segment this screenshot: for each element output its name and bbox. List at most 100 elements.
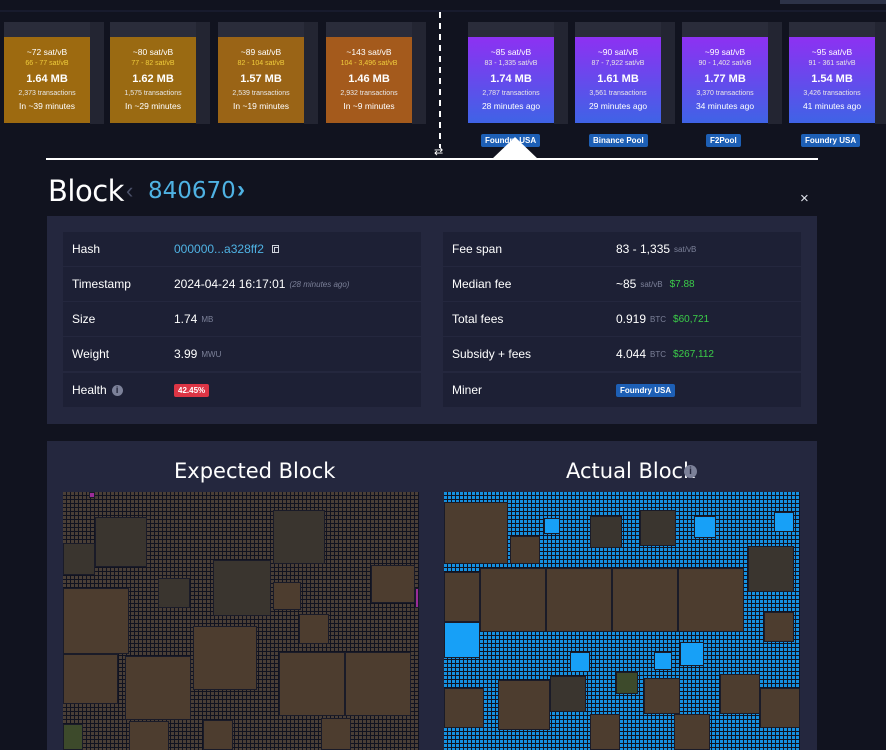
actual-block-treemap[interactable]	[444, 492, 800, 750]
tx-square[interactable]	[640, 510, 676, 546]
tx-square[interactable]	[203, 720, 233, 750]
mempool-block[interactable]: ~80 sat/vB 77 - 82 sat/vB 1.62 MB 1,575 …	[110, 22, 210, 126]
mempool-block[interactable]: ~143 sat/vB 104 - 3,496 sat/vB 1.46 MB 2…	[326, 22, 426, 126]
mined-block[interactable]: ~99 sat/vB 90 - 1,402 sat/vB 1.77 MB 3,3…	[682, 22, 782, 126]
tx-square[interactable]	[644, 678, 680, 714]
tx-square[interactable]	[444, 572, 480, 622]
tx-square[interactable]	[590, 714, 620, 750]
top-right-tab[interactable]	[780, 0, 886, 4]
tx-square[interactable]	[678, 568, 744, 632]
mined-block[interactable]: ~95 sat/vB 91 - 361 sat/vB 1.54 MB 3,426…	[789, 22, 886, 126]
block-median-fee: ~85 sat/vB	[490, 47, 532, 57]
tx-square[interactable]	[125, 656, 191, 720]
tx-square[interactable]	[616, 672, 638, 694]
expected-block-treemap[interactable]	[63, 492, 419, 750]
block-size: 1.54 MB	[811, 73, 853, 85]
copy-icon[interactable]	[271, 245, 279, 253]
total-fees-label: Total fees	[452, 312, 504, 326]
tx-square[interactable]	[674, 714, 710, 750]
next-block-arrow-icon[interactable]: ›	[237, 176, 245, 203]
tx-square[interactable]	[345, 652, 411, 716]
tx-square[interactable]	[498, 680, 550, 730]
tx-square[interactable]	[95, 517, 147, 567]
subsidy-fees-unit: BTC	[650, 349, 667, 359]
tx-square[interactable]	[444, 688, 484, 728]
tx-square[interactable]	[444, 502, 508, 564]
tx-square[interactable]	[694, 516, 716, 538]
block-tx-count: 3,561 transactions	[589, 90, 647, 97]
pool-tag[interactable]: F2Pool	[706, 134, 741, 147]
block-fee-span: 87 - 7,922 sat/vB	[591, 60, 645, 67]
total-fees-value: 0.919	[616, 312, 647, 326]
tx-square[interactable]	[371, 565, 415, 603]
miner-badge[interactable]: Foundry USA	[616, 383, 676, 397]
tx-square[interactable]	[321, 718, 351, 750]
block-tx-count: 1,575 transactions	[124, 90, 182, 97]
miner-label: Miner	[452, 383, 483, 397]
tx-square[interactable]	[415, 588, 419, 608]
info-icon[interactable]: i	[684, 465, 697, 478]
tx-square[interactable]	[544, 518, 560, 534]
block-median-fee: ~90 sat/vB	[597, 47, 639, 57]
subsidy-fees-usd: $267,112	[673, 348, 714, 360]
total-fees-usd: $60,721	[673, 313, 710, 325]
health-label: Health	[72, 383, 107, 397]
subsidy-fees-label: Subsidy + fees	[452, 347, 532, 361]
tx-square[interactable]	[510, 536, 540, 564]
tx-square[interactable]	[63, 543, 95, 575]
block-median-fee: ~89 sat/vB	[240, 47, 282, 57]
info-icon[interactable]: i	[111, 384, 123, 396]
pool-tag[interactable]: Binance Pool	[589, 134, 648, 147]
swap-icon[interactable]: ⇄	[434, 146, 444, 158]
close-icon[interactable]: ×	[800, 190, 809, 207]
tx-square[interactable]	[158, 578, 190, 608]
tx-square[interactable]	[680, 642, 704, 666]
top-border	[0, 10, 886, 12]
tx-square[interactable]	[764, 612, 794, 642]
block-hash-link[interactable]: 000000...a328ff2	[174, 242, 264, 256]
tx-square[interactable]	[546, 568, 612, 632]
timestamp-relative: (28 minutes ago)	[289, 279, 350, 289]
tx-square[interactable]	[480, 568, 546, 632]
tx-square[interactable]	[63, 588, 129, 654]
block-fee-span: 91 - 361 sat/vB	[808, 60, 856, 67]
tx-square[interactable]	[774, 512, 794, 532]
tx-square[interactable]	[213, 560, 271, 616]
tx-square[interactable]	[63, 724, 83, 750]
block-median-fee: ~95 sat/vB	[811, 47, 853, 57]
mined-block[interactable]: ~90 sat/vB 87 - 7,922 sat/vB 1.61 MB 3,5…	[575, 22, 675, 126]
block-tx-count: 3,370 transactions	[696, 90, 754, 97]
tx-square[interactable]	[654, 652, 672, 670]
tx-square[interactable]	[89, 492, 95, 498]
tx-square[interactable]	[760, 688, 800, 728]
block-median-fee: ~72 sat/vB	[26, 47, 68, 57]
block-size: 1.64 MB	[26, 73, 68, 85]
tx-square[interactable]	[63, 654, 118, 704]
tx-square[interactable]	[193, 626, 257, 690]
tx-square[interactable]	[129, 721, 169, 750]
tx-square[interactable]	[748, 546, 794, 592]
block-size: 1.62 MB	[132, 73, 174, 85]
block-eta: In ~9 minutes	[343, 101, 395, 111]
tx-square[interactable]	[299, 614, 329, 644]
tx-square[interactable]	[590, 516, 622, 548]
tx-square[interactable]	[273, 510, 325, 564]
tx-square[interactable]	[612, 568, 678, 632]
mempool-block[interactable]: ~72 sat/vB 66 - 77 sat/vB 1.64 MB 2,373 …	[4, 22, 104, 126]
mined-block[interactable]: ~85 sat/vB 83 - 1,335 sat/vB 1.74 MB 2,7…	[468, 22, 568, 126]
tx-square[interactable]	[279, 652, 345, 716]
tx-square[interactable]	[550, 676, 586, 712]
health-badge: 42.45%	[174, 383, 210, 397]
block-median-fee: ~99 sat/vB	[704, 47, 746, 57]
tx-square[interactable]	[273, 582, 301, 610]
block-eta: In ~19 minutes	[233, 101, 289, 111]
block-fee-span: 77 - 82 sat/vB	[131, 60, 175, 67]
previous-block-arrow-icon[interactable]: ‹	[126, 178, 134, 203]
pool-tag[interactable]: Foundry USA	[801, 134, 861, 147]
subsidy-fees-row: Subsidy + fees 4.044 BTC $267,112	[443, 337, 801, 371]
tx-square[interactable]	[570, 652, 590, 672]
tx-square[interactable]	[444, 622, 480, 658]
mempool-block[interactable]: ~89 sat/vB 82 - 104 sat/vB 1.57 MB 2,539…	[218, 22, 318, 126]
median-fee-usd: $7.88	[669, 278, 695, 290]
tx-square[interactable]	[720, 674, 760, 714]
